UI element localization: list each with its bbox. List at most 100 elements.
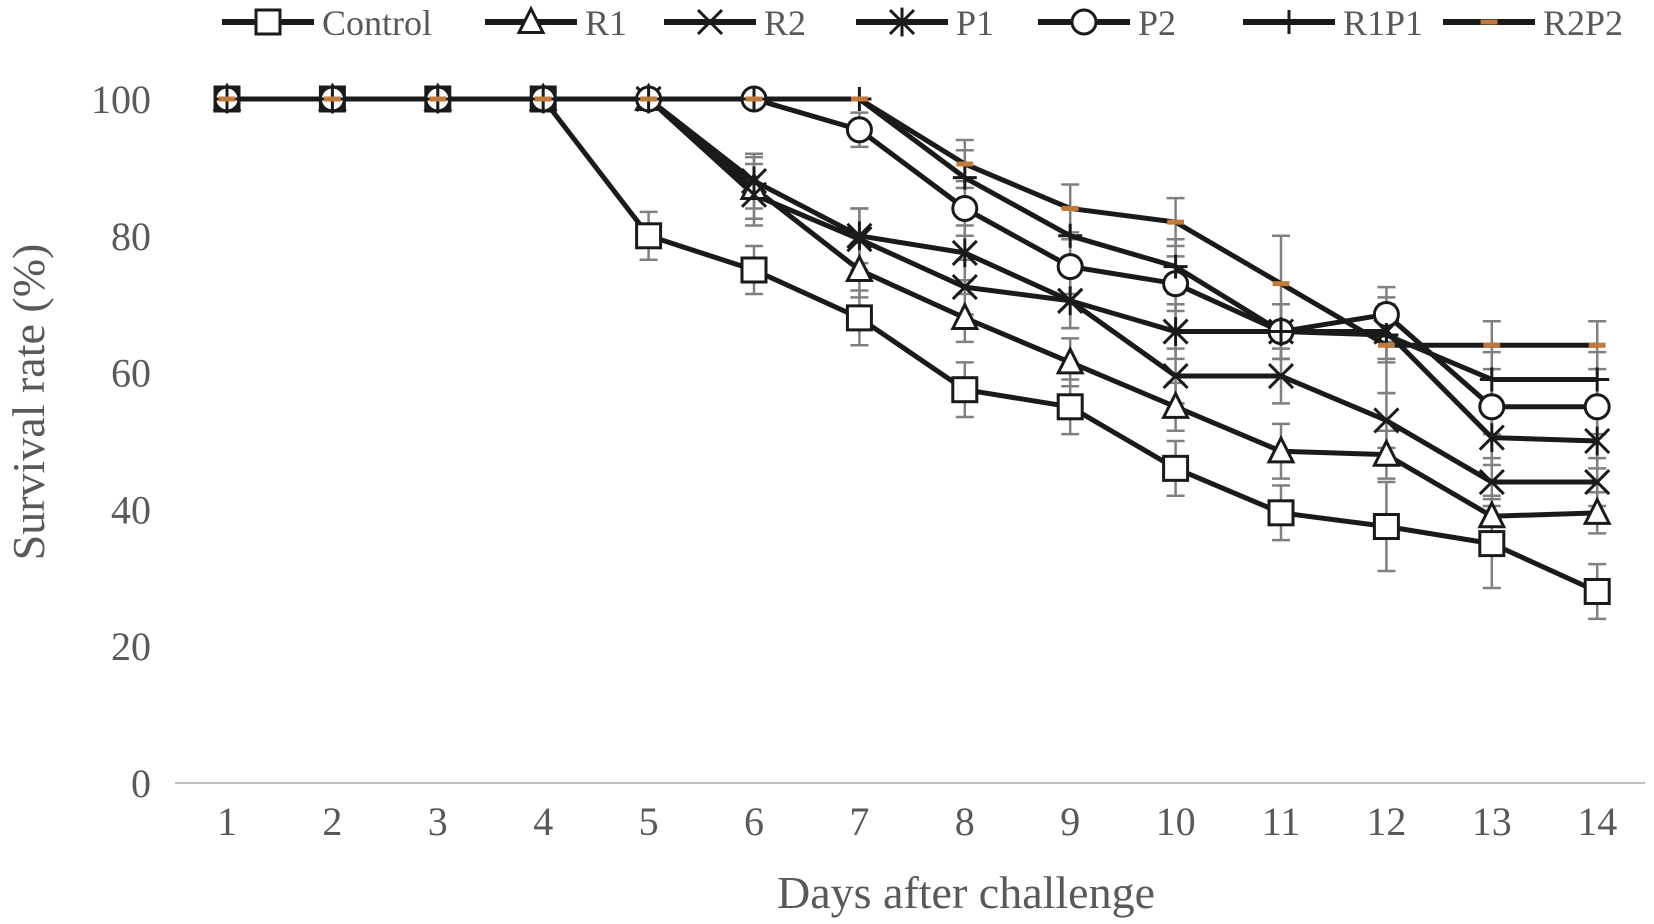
data-point-control [1162,454,1190,482]
x-tick-label: 10 [1156,799,1196,844]
data-point-r2 [1478,468,1505,496]
data-point-p1 [1478,423,1505,452]
data-point-r1 [950,301,980,330]
data-point-r2p2 [534,96,552,102]
data-point-r1p1 [1479,367,1504,392]
data-point-r1 [1161,390,1191,419]
legend-label: P1 [956,3,994,43]
data-point-p2 [951,194,979,222]
data-point-r1p1 [1585,367,1610,392]
x-tick-label: 12 [1366,799,1406,844]
legend-marker-r1 [516,5,546,35]
data-point-r2p2 [956,161,974,167]
data-point-p2 [1583,393,1611,421]
data-point-r1 [844,253,874,283]
data-point-control [1478,530,1506,558]
x-tick-label: 9 [1060,799,1080,844]
data-point-p1 [1584,426,1611,456]
legend-label: R2 [764,3,806,43]
data-point-r1p1 [1163,254,1188,279]
data-point-r1 [1477,499,1507,529]
series-line-p2 [227,96,1598,410]
data-point-r1p1 [1058,223,1083,248]
legend-marker-r2p2 [1480,19,1498,25]
y-tick-label: 20 [111,624,151,669]
data-point-r1p1 [952,165,977,190]
legend-item-r2: R2 [664,3,806,43]
x-tick-label: 3 [428,799,448,844]
legend-item-control: Control [222,3,432,43]
legend-item-r2p2: R2P2 [1443,3,1623,43]
x-tick-label: 1 [217,799,237,844]
y-tick-label: 0 [131,761,151,806]
data-point-p2 [1478,393,1506,421]
data-point-p1 [1057,286,1084,316]
series-line-r2p2 [227,96,1598,348]
legend-label: Control [322,3,432,43]
x-tick-label: 2 [322,799,342,844]
legend-marker-p1 [888,7,916,37]
series-line-p1 [227,96,1598,444]
legend-item-r1p1: R1P1 [1243,3,1423,43]
data-point-p2 [1056,253,1084,281]
x-tick-label: 7 [849,799,869,844]
data-point-r2p2 [640,96,657,102]
legend-item-p2: P2 [1038,3,1176,43]
data-point-r2p2 [324,96,341,102]
x-tick-label: 13 [1472,799,1512,844]
data-point-r2p2 [1061,205,1079,211]
legend-marker-r2 [696,8,724,36]
data-point-p2 [845,116,873,144]
data-point-r2p2 [1167,219,1184,225]
data-point-p1 [1162,317,1189,346]
data-point-r2 [951,274,978,301]
data-point-r2p2 [1588,342,1606,348]
data-point-p1 [740,166,768,196]
legend-marker-p2 [1070,8,1098,36]
data-point-r2p2 [745,96,763,102]
data-point-r2 [1373,407,1400,434]
y-tick-label: 60 [111,351,151,396]
data-point-p1 [846,221,873,251]
legend: Control R1 R2 P1 P2 R1P1 R2P2 [222,3,1623,43]
x-axis: 1 2 3 4 5 6 7 8 9 10 11 12 13 14 [175,782,1645,844]
data-point-r2 [1584,468,1611,496]
legend-label: P2 [1138,3,1176,43]
x-axis-title: Days after challenge [777,867,1155,918]
series-lines [227,96,1599,594]
y-tick-label: 40 [111,487,151,532]
data-point-r2p2 [429,96,447,102]
y-tick-label: 100 [91,77,151,122]
data-point-r1p1 [1269,319,1293,344]
data-point-control [1583,577,1611,605]
legend-item-r1: R1 [485,3,627,43]
data-point-r2p2 [1483,342,1501,348]
data-point-control [1056,393,1084,421]
x-tick-label: 11 [1262,799,1301,844]
data-point-r1 [1582,496,1612,525]
data-point-control [1267,499,1295,527]
legend-label: R1 [585,3,627,43]
x-tick-label: 4 [533,799,553,844]
data-point-r1 [1371,438,1401,467]
data-point-control [1372,513,1400,540]
x-tick-label: 8 [955,799,975,844]
data-point-r2 [1267,362,1295,390]
x-tick-label: 6 [744,799,764,844]
legend-marker-control [254,8,282,36]
data-point-r2p2 [851,96,868,102]
data-point-control [740,256,768,284]
x-tick-label: 5 [639,799,659,844]
data-point-r2p2 [218,96,236,102]
data-point-r1 [1055,345,1085,375]
data-point-p2 [1372,300,1400,328]
y-axis-title: Survival rate (%) [3,244,54,561]
legend-marker-r1p1 [1277,10,1301,34]
data-point-r1 [1266,434,1296,464]
data-point-control [951,376,979,404]
data-point-r2p2 [1272,281,1290,287]
y-axis: 0 20 40 60 80 100 [91,77,151,806]
data-point-p1 [951,238,978,268]
x-tick-label: 14 [1577,799,1617,844]
data-point-r2 [1162,362,1189,390]
